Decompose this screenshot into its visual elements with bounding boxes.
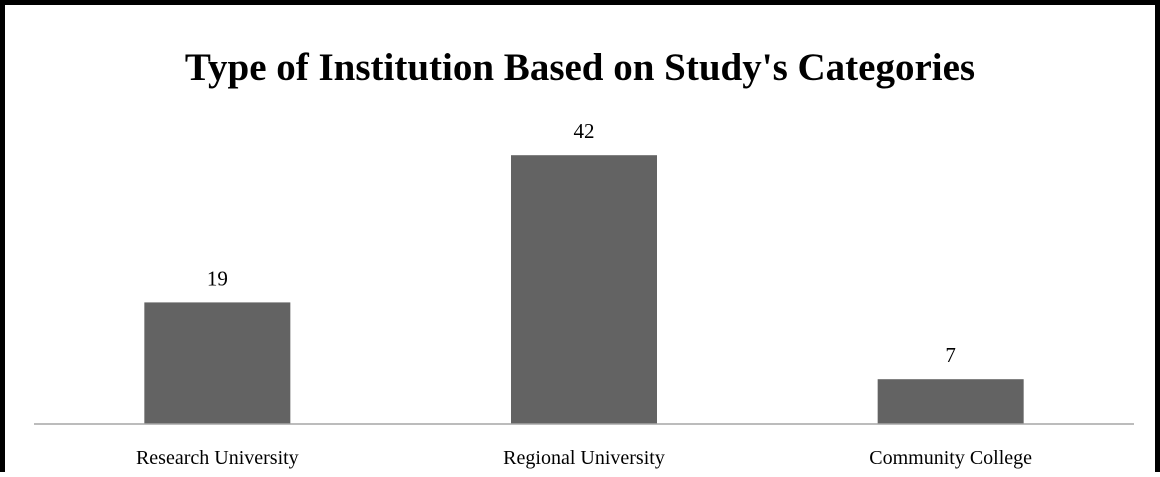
data-label: 42: [574, 119, 595, 143]
data-label: 19: [207, 266, 228, 290]
bar-chart: 19 Research University 42 Regional Universi…: [34, 119, 1134, 469]
bar-regional-university: [511, 155, 657, 424]
bar-community-college: [877, 379, 1024, 424]
data-label: 7: [945, 343, 956, 367]
x-tick-label: Community College: [869, 447, 1032, 469]
x-tick-label: Research University: [136, 447, 299, 469]
chart-title: Type of Institution Based on Study's Cat…: [184, 46, 976, 89]
x-tick-label: Regional University: [503, 447, 665, 469]
bar-research-university: [144, 302, 291, 424]
